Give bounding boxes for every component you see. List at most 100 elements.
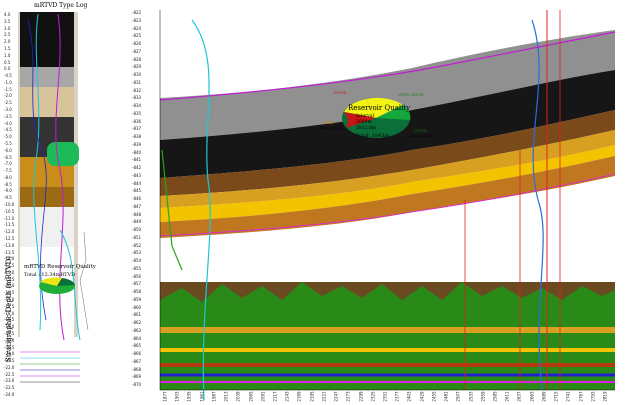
y-tick-label: -837 xyxy=(132,126,142,132)
type-log-tick-label: -18.5 xyxy=(4,317,15,323)
type-log-tick-label: -4.5 xyxy=(4,127,12,133)
y-tick-label: -857 xyxy=(132,281,142,287)
x-tick-label: 2273 xyxy=(345,391,351,402)
x-tick-label: 2559 xyxy=(480,391,486,402)
y-tick-label: -860 xyxy=(132,304,142,310)
type-log-tick-label: -18.0 xyxy=(4,310,15,316)
x-tick-label: 2819 xyxy=(602,391,608,402)
x-tick-label: 2169 xyxy=(297,391,303,402)
x-tick-label: 2741 xyxy=(565,391,571,402)
y-tick-label: -856 xyxy=(132,273,142,279)
type-log-tick-label: -2.5 xyxy=(4,100,12,106)
type-log-tick-label: -6.5 xyxy=(4,154,12,160)
y-tick-label: -839 xyxy=(132,141,142,147)
type-log-tick-label: -5.0 xyxy=(4,134,12,140)
type-log-tick-label: 2.0 xyxy=(4,39,11,45)
type-log-tick-label: -21.5 xyxy=(4,358,15,364)
x-tick-label: 2351 xyxy=(382,391,388,402)
x-tick-label: 2117 xyxy=(272,391,278,402)
y-tick-label: -854 xyxy=(132,258,142,263)
type-log-tick-label: -22.0 xyxy=(4,364,15,370)
fair-label: FAIR xyxy=(324,120,334,125)
type-log-tick-label: -19.0 xyxy=(4,324,15,330)
y-tick-label: -853 xyxy=(132,250,142,256)
x-tick-label: 2585 xyxy=(492,391,498,402)
very-good-label: VERY GOOD xyxy=(398,92,424,97)
type-log-tick-label: 3.5 xyxy=(4,18,11,24)
y-tick-label: -852 xyxy=(132,242,142,248)
y-tick-label: -835 xyxy=(132,110,142,116)
type-log-tick-label: -1.5 xyxy=(4,86,12,92)
y-tick-label: -828 xyxy=(132,56,142,62)
y-tick-label: -868 xyxy=(132,366,142,372)
x-tick-label: 2793 xyxy=(590,391,596,402)
x-tick-label: 2637 xyxy=(517,391,523,402)
y-tick-label: -823 xyxy=(132,17,142,23)
type-log-tick-label: -10.0 xyxy=(4,202,15,207)
x-tick-label: 2299 xyxy=(358,391,364,402)
interval-value-start: 2089m xyxy=(356,120,372,125)
x-tick-label: 2429 xyxy=(419,391,425,402)
y-tick-label: -836 xyxy=(132,118,142,124)
type-log-tick-label: -22.5 xyxy=(4,371,15,377)
type-log-tick-label: -16.5 xyxy=(4,290,15,296)
type-log-tick-label: -13.0 xyxy=(4,242,15,248)
y-tick-label: -841 xyxy=(132,157,142,163)
x-tick-label: 2403 xyxy=(407,391,413,402)
type-log-tick-label: -3.0 xyxy=(4,107,12,112)
type-log-tick-label: -23.0 xyxy=(4,378,15,384)
y-tick-label: -831 xyxy=(132,79,142,85)
type-log-tick-label: -20.0 xyxy=(4,337,15,343)
y-tick-label: -870 xyxy=(132,382,142,387)
y-tick-label: -824 xyxy=(132,25,142,31)
reservoir-quality-title: Reservoir Quality xyxy=(348,104,411,112)
x-tick-label: 1961 xyxy=(199,391,205,402)
y-tick-label: -829 xyxy=(132,64,142,70)
x-tick-label: 2039 xyxy=(235,391,241,402)
y-tick-label: -865 xyxy=(132,343,142,349)
type-log-tick-label: 1.0 xyxy=(4,52,11,58)
y-tick-label: -847 xyxy=(132,203,142,209)
type-log-tick-label: 2.5 xyxy=(4,32,11,38)
y-tick-label: -848 xyxy=(132,211,142,217)
type-log-tick-label: -19.5 xyxy=(4,330,15,336)
type-log-tick-label: -23.5 xyxy=(4,385,15,391)
type-log-tick-label: -24.0 xyxy=(4,392,15,397)
type-log-tick-label: -12.5 xyxy=(4,235,15,241)
y-tick-label: -830 xyxy=(132,72,142,77)
y-tick-label: -843 xyxy=(132,172,142,178)
type-log-tick-label: -8.0 xyxy=(4,174,12,180)
y-tick-label: -842 xyxy=(132,165,142,170)
type-log-title: mRTVD Type Log xyxy=(34,2,88,9)
x-tick-label: 2611 xyxy=(504,391,510,402)
type-log-tick-label: -5.5 xyxy=(4,140,12,146)
y-tick-label: -866 xyxy=(132,351,142,356)
type-log-tick-label: -7.5 xyxy=(4,168,12,174)
type-log-tick-label: 4.0 xyxy=(4,12,11,17)
type-log-tick-label: -14.0 xyxy=(4,256,15,262)
y-tick-label: -827 xyxy=(132,48,142,54)
x-tick-label: 1987 xyxy=(211,391,217,402)
y-tick-label: -849 xyxy=(132,219,142,225)
type-log-tick-label: -2.0 xyxy=(4,93,12,99)
y-tick-label: -851 xyxy=(132,234,142,240)
y-tick-label: -864 xyxy=(132,335,142,341)
x-tick-label: 2689 xyxy=(541,391,547,402)
type-log-tick-label: -16.0 xyxy=(4,283,15,289)
main-plot-canvas xyxy=(159,10,616,401)
y-tick-label: -833 xyxy=(132,95,142,101)
y-tick-label: -838 xyxy=(132,134,142,139)
x-tick-label: 2091 xyxy=(260,391,266,402)
type-log-tick-label: -15.0 xyxy=(4,269,15,275)
x-tick-label: 2325 xyxy=(370,391,376,402)
type-log-tick-label: 0.0 xyxy=(4,66,11,72)
type-log-panel: mRTVD Type Log Stratigraphic Depth (mRTV… xyxy=(0,0,112,405)
x-tick-label: 2481 xyxy=(443,391,449,402)
type-log-canvas xyxy=(18,12,100,387)
y-tick-label: -832 xyxy=(132,87,142,93)
total-label: Total: 1843m xyxy=(356,133,390,139)
type-log-tick-label: 3.0 xyxy=(4,25,11,31)
x-tick-label: 2377 xyxy=(394,391,400,402)
type-log-tick-label: -11.0 xyxy=(4,215,15,221)
y-tick-label: -846 xyxy=(132,196,142,201)
